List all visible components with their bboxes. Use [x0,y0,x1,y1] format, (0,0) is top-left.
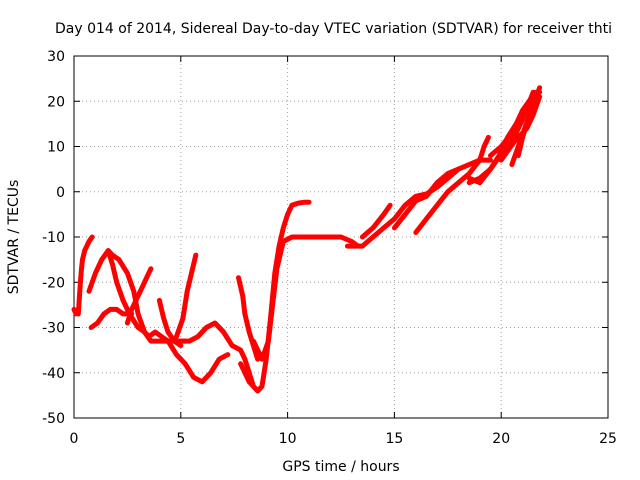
series-arc-4 [105,248,231,385]
x-tick-label: 10 [279,431,297,447]
y-tick-label: 30 [47,49,65,65]
series-arc-11 [250,234,361,362]
x-tick-label: 20 [492,431,510,447]
series-arc-1 [71,234,95,317]
y-tick-label: 10 [47,140,65,156]
series-arc-15 [413,134,491,235]
x-tick-label: 5 [176,431,185,447]
series-arc-7 [174,252,199,340]
x-tick-label: 15 [385,431,403,447]
series-layer [71,85,543,394]
series-arc-12 [344,157,493,249]
series-arc-9 [236,275,265,362]
series-arc-21 [515,85,543,159]
series-arc-6 [156,297,184,349]
x-tick-label: 0 [70,431,79,447]
y-tick-label: -10 [42,230,65,246]
series-arc-14 [391,166,461,231]
series-arc-8 [178,320,261,394]
y-axis-label: SDTVAR / TECUs [6,180,22,295]
y-tick-label: -30 [42,321,65,337]
series-arc-3 [88,306,135,330]
y-tick-label: -50 [42,411,65,427]
series-arc-17 [466,89,538,186]
y-tick-label: -40 [42,366,65,382]
x-axis-label: GPS time / hours [282,459,399,475]
axis-ticks: 0 5 10 15 20 25 -50 -40 -30 -20 -10 0 10 20 30 [42,49,617,447]
y-tick-label: 20 [47,94,65,110]
y-tick-label: 0 [56,185,65,201]
chart-title: Day 014 of 2014, Sidereal Day-to-day VTE… [55,21,612,37]
x-tick-label: 25 [599,431,617,447]
series-arc-13 [359,202,393,240]
series-arc-5 [124,266,154,326]
y-tick-label: -20 [42,275,65,291]
